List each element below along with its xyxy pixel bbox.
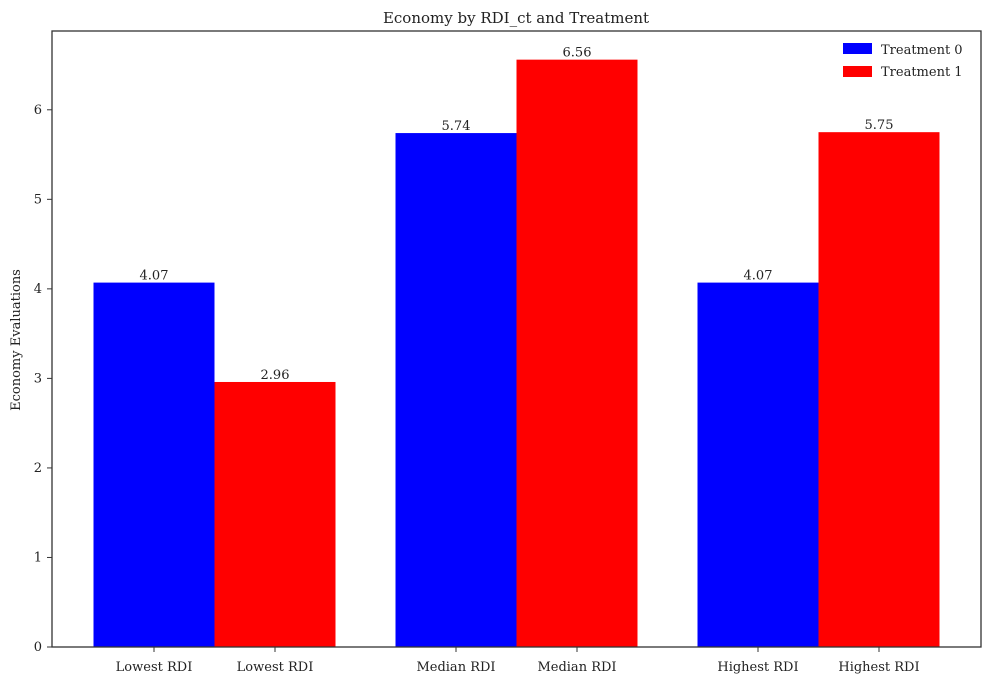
bar — [697, 282, 819, 647]
legend-swatch-treatment-0 — [843, 43, 872, 54]
y-tick-label: 3 — [34, 371, 42, 386]
y-tick-label: 6 — [34, 103, 42, 118]
y-tick-label: 4 — [34, 282, 42, 297]
bar — [214, 381, 336, 647]
legend-label-treatment-0: Treatment 0 — [881, 43, 963, 58]
y-tick-label: 0 — [34, 640, 42, 655]
chart-title: Economy by RDI_ct and Treatment — [383, 9, 649, 27]
legend-label-treatment-1: Treatment 1 — [881, 65, 963, 80]
bar — [93, 282, 215, 647]
data-label: 2.96 — [261, 368, 290, 383]
y-tick-label: 5 — [34, 192, 42, 207]
data-label: 4.07 — [744, 269, 773, 284]
bar — [395, 133, 517, 647]
x-tick-label: Lowest RDI — [116, 660, 193, 675]
bar — [818, 132, 940, 647]
plot-frame — [51, 30, 982, 648]
y-tick-label: 2 — [34, 461, 42, 476]
y-tick-label: 1 — [34, 550, 42, 565]
y-axis-label: Economy Evaluations — [9, 269, 24, 411]
bars: 4.07 5.74 4.07 2.96 6.56 5.75 — [93, 46, 940, 647]
legend-swatch-treatment-1 — [843, 66, 872, 77]
x-axis: Lowest RDI Median RDI Highest RDI Lowest RD… — [116, 647, 920, 675]
data-label: 4.07 — [140, 269, 169, 284]
data-label: 5.75 — [865, 118, 894, 133]
data-label: 5.74 — [442, 119, 471, 134]
x-tick-label: Highest RDI — [717, 660, 798, 675]
legend: Treatment 0 Treatment 1 — [843, 43, 963, 80]
x-tick-label: Median RDI — [416, 660, 495, 675]
y-axis: 0 1 2 3 4 5 6 — [34, 103, 52, 655]
x-tick-label: Median RDI — [537, 660, 616, 675]
data-label: 6.56 — [563, 46, 592, 61]
x-tick-label: Lowest RDI — [237, 660, 314, 675]
x-tick-label: Highest RDI — [838, 660, 919, 675]
bar — [516, 59, 638, 647]
